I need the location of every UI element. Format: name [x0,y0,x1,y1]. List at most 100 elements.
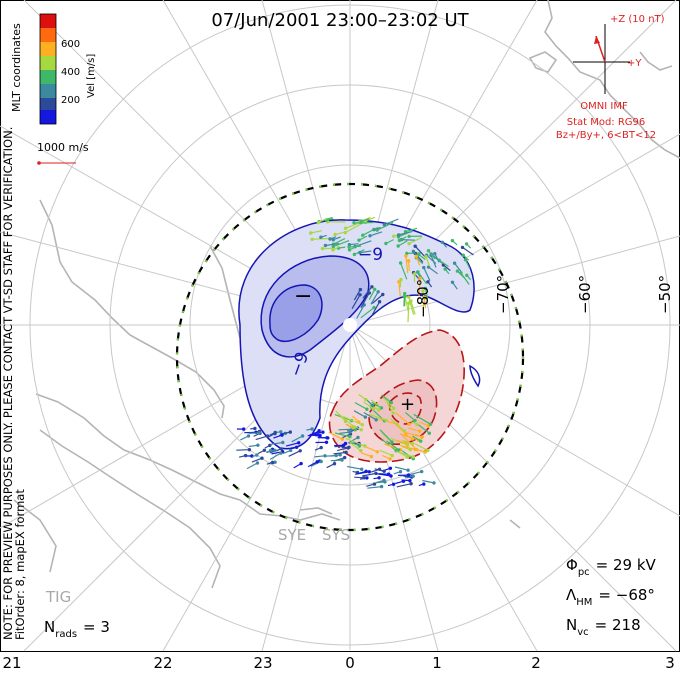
velocity-vector [345,423,354,429]
velocity-vector [408,260,410,272]
velocity-vector [423,267,431,281]
mlt-label-0: 0 [345,654,355,672]
velocity-vector [282,449,291,455]
velocity-vector [338,246,346,249]
mlt-label-3: 3 [665,654,675,672]
velocity-vector [353,410,366,418]
velocity-vector [396,483,412,488]
velocity-vector [373,477,380,480]
velocity-vector [401,479,410,482]
velocity-vector [371,294,384,305]
velocity-vector [462,246,474,256]
velocity-vector [418,483,424,487]
velocity-vector [312,237,329,240]
velocity-vector-origin [406,259,411,263]
velocity-vector [266,449,272,453]
velocity-vector [334,432,350,438]
lat-label-60: −60° [576,275,594,314]
mlt-label-22: 22 [153,654,172,672]
velocity-vector [370,291,379,305]
velocity-vector [368,289,376,300]
velocity-vector [404,475,414,479]
velocity-vector [269,452,282,460]
stat-model-condition: Bz+/By+, 6<BT<12 [556,130,656,141]
velocity-vector [325,243,340,247]
contour-label-neg: −9 [358,245,383,265]
fit-order-info: FitOrder: 8, mapEX format [13,489,27,640]
coastlines [13,0,680,589]
velocity-vector [255,435,268,441]
velocity-vector [394,466,409,471]
velocity-vector [422,479,435,484]
velocity-vector [382,396,395,409]
velocity-vector [466,243,472,249]
velocity-vector [362,286,373,299]
colorbar-label: Vel [m/s] [86,54,97,98]
velocity-vector [386,440,400,451]
lat-label-80: −80° [414,279,432,318]
velocity-vector [268,433,276,438]
negative-cell [238,219,481,450]
velocity-vector [381,394,392,404]
velocity-vector [409,420,418,425]
velocity-vector [333,238,346,245]
velocity-vector [339,431,350,434]
velocity-vector [351,442,360,447]
velocity-vector [352,470,358,474]
velocity-vector [288,450,301,457]
velocity-vector [248,444,258,448]
velocity-vector [375,479,385,484]
velocity-vector [395,480,404,485]
velocity-vector [379,449,393,457]
preview-disclaimer: NOTE: FOR PREVIEW PURPOSES ONLY. PLEASE … [1,127,15,640]
velocity-vector [336,447,349,452]
velocity-vector [342,416,363,426]
stat-model-label: Stat Mod: RG96 [567,117,646,128]
colorbar-tick-200: 200 [61,95,80,106]
velocity-vector-origin [396,233,401,237]
velocity-vector [270,441,283,445]
velocity-vector [368,413,387,421]
velocity-vector [393,471,401,475]
velocity-vector [363,401,374,410]
colorbar-tick-400: 400 [61,67,80,78]
velocity-vector [357,470,367,475]
hm-boundary-latitude: ΛHM = −68° [566,586,655,608]
colorbar-seg-0 [40,14,56,28]
velocity-vector [334,231,345,236]
velocity-vector [414,245,426,258]
velocity-vector [376,221,394,231]
velocity-vector [405,255,409,274]
colorbar-frame [39,13,57,125]
velocity-vector [358,393,367,401]
velocity-vector [399,236,407,242]
velocity-vector [427,281,433,288]
velocity-vector [407,303,410,323]
hm-boundary-points [176,183,524,531]
velocity-vector-origin [288,430,292,434]
velocity-vector [360,292,370,309]
velocity-vector [347,465,362,470]
velocity-vector [240,435,249,441]
velocity-vector [351,294,361,309]
velocity-vector [430,255,437,268]
velocity-vector [405,434,413,440]
velocity-vector [338,428,352,431]
colorbar-seg-2 [40,42,56,56]
velocity-vector [413,413,431,425]
velocity-vector [374,468,385,472]
lat-label-70: −70° [494,275,512,314]
velocity-vector [333,444,344,447]
velocity-vector [370,399,378,406]
colorbar-tick-600: 600 [61,39,80,50]
velocity-vector [361,218,370,222]
velocity-vector [293,463,302,469]
velocity-vector [399,444,416,450]
velocity-vector [424,288,429,299]
lat-label-50: −50° [656,275,674,314]
velocity-vector [462,254,470,261]
velocity-vector [361,472,377,477]
velocity-vector [395,412,410,425]
velocity-vector [291,435,303,443]
